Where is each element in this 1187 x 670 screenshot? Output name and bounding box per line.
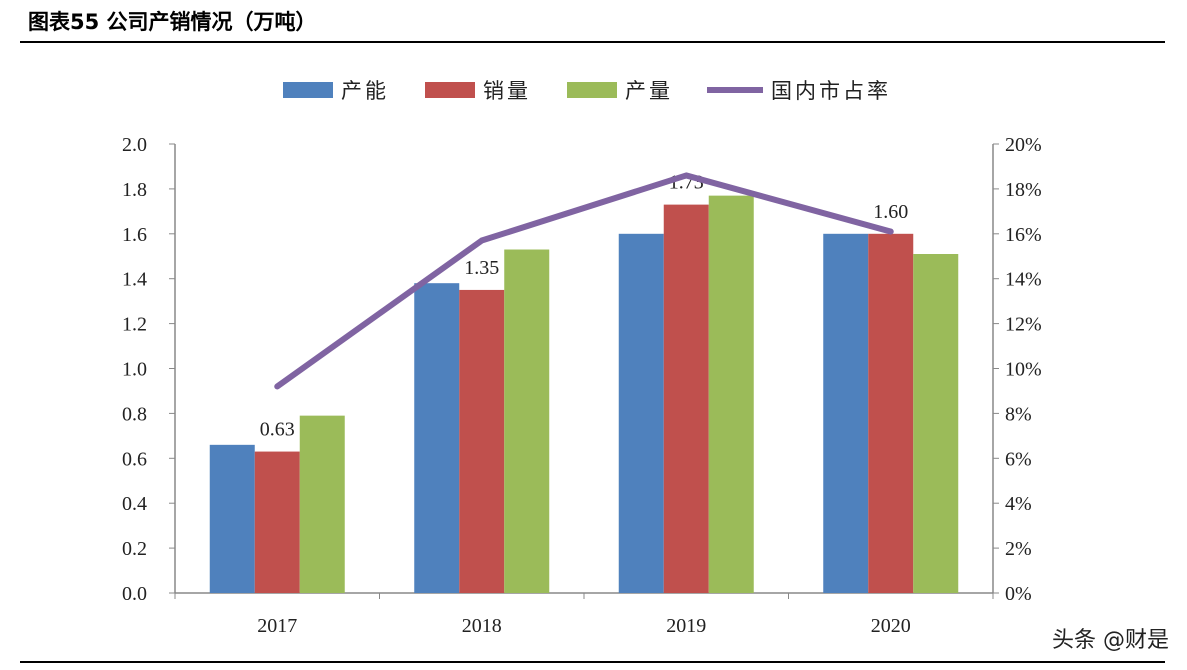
right-tick-label: 14% xyxy=(1005,269,1042,291)
watermark: 头条 @财是 xyxy=(1052,628,1169,653)
bar-产能-2017 xyxy=(209,444,255,593)
legend-label: 销量 xyxy=(483,79,531,103)
data-label: 1.35 xyxy=(464,257,499,279)
x-tick-label: 2017 xyxy=(257,615,297,637)
chart-title: 图表55 公司产销情况（万吨） xyxy=(28,10,317,34)
legend-label: 国内市占率 xyxy=(771,79,891,103)
legend-swatch-销量 xyxy=(425,82,475,98)
legend-swatch-产量 xyxy=(567,82,617,98)
right-tick-label: 16% xyxy=(1005,224,1042,246)
right-tick-label: 8% xyxy=(1005,403,1032,425)
bar-产能-2018 xyxy=(414,283,460,593)
top-divider xyxy=(20,41,1165,43)
bottom-divider xyxy=(20,661,1165,663)
left-tick-label: 1.4 xyxy=(122,269,147,291)
left-tick-label: 2.0 xyxy=(122,134,147,156)
left-tick-label: 0.8 xyxy=(122,403,147,425)
bar-销量-2017 xyxy=(254,451,300,593)
legend-swatch-产能 xyxy=(283,82,333,98)
line-国内市占率 xyxy=(274,172,894,390)
right-tick-label: 20% xyxy=(1005,134,1042,156)
legend-label: 产能 xyxy=(341,79,389,103)
data-label: 0.63 xyxy=(260,419,295,441)
bar-产能-2019 xyxy=(618,233,664,594)
right-tick-label: 12% xyxy=(1005,314,1042,336)
bar-销量-2018 xyxy=(459,289,505,593)
right-tick-label: 6% xyxy=(1005,448,1032,470)
left-tick-label: 1.6 xyxy=(122,224,147,246)
bar-产量-2017 xyxy=(299,415,345,593)
bar-销量-2019 xyxy=(663,204,709,594)
left-tick-label: 0.0 xyxy=(122,583,147,605)
left-tick-label: 1.0 xyxy=(122,359,147,381)
bar-产量-2020 xyxy=(913,254,959,593)
bar-产量-2019 xyxy=(708,195,754,593)
right-tick-label: 0% xyxy=(1005,583,1032,605)
legend-label: 产量 xyxy=(625,79,673,103)
bar-产量-2018 xyxy=(504,249,550,593)
right-tick-label: 18% xyxy=(1005,179,1042,201)
bar-销量-2020 xyxy=(868,233,914,594)
left-tick-label: 0.2 xyxy=(122,538,147,560)
right-tick-label: 2% xyxy=(1005,538,1032,560)
x-tick-label: 2019 xyxy=(666,615,706,637)
data-label: 1.60 xyxy=(873,201,908,223)
left-tick-label: 0.6 xyxy=(122,448,147,470)
x-tick-label: 2018 xyxy=(462,615,502,637)
bar-产能-2020 xyxy=(823,233,869,594)
x-tick-label: 2020 xyxy=(871,615,911,637)
right-tick-label: 10% xyxy=(1005,359,1042,381)
left-tick-label: 0.4 xyxy=(122,493,147,515)
right-tick-label: 4% xyxy=(1005,493,1032,515)
left-tick-label: 1.2 xyxy=(122,314,147,336)
left-tick-label: 1.8 xyxy=(122,179,147,201)
